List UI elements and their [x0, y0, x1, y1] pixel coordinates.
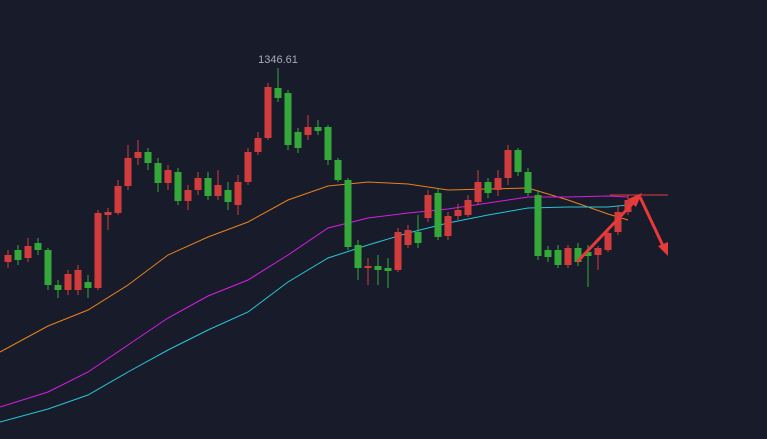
candle-body [334, 160, 342, 180]
candle-body [204, 178, 212, 196]
arrow-head [628, 193, 642, 207]
candle-body [374, 266, 382, 270]
candle-body [84, 282, 92, 288]
candle-body [404, 230, 412, 245]
candle-body [614, 212, 622, 232]
candle-body [294, 132, 302, 148]
moving-average-line [0, 195, 629, 408]
candle-body [464, 200, 472, 215]
candle-body [74, 270, 82, 290]
candle-body [504, 150, 512, 178]
candle-body [244, 152, 252, 182]
candle-body [234, 182, 242, 205]
candle-body [164, 170, 172, 183]
candle-body [624, 200, 632, 212]
candle-body [24, 246, 32, 258]
candle-body [4, 255, 12, 262]
candle-body [94, 213, 102, 288]
candle-body [324, 127, 332, 160]
candle-body [534, 195, 542, 256]
annotation-drawing [575, 193, 668, 264]
candle-body [394, 232, 402, 270]
candle-body [384, 268, 392, 271]
candle-body [184, 190, 192, 201]
candle-body [434, 193, 442, 237]
candle-body [584, 252, 592, 256]
candle-body [444, 216, 452, 236]
plot-area [0, 67, 632, 423]
peak-label: 1346.61 [258, 54, 298, 66]
candle-body [64, 274, 72, 290]
candle-body [174, 172, 182, 201]
candle-body [424, 195, 432, 218]
candle-body [44, 250, 52, 285]
candle-body [314, 127, 322, 131]
candle-body [34, 243, 42, 250]
candle-body [594, 248, 602, 255]
candle-body [144, 152, 152, 163]
candle-body [194, 178, 202, 190]
arrow-down [638, 196, 666, 249]
candle-body [454, 210, 462, 216]
candle-body [414, 232, 422, 243]
moving-average-line [0, 181, 629, 353]
candle-body [14, 250, 22, 260]
candle-body [544, 250, 552, 257]
candle-body [554, 250, 562, 265]
candle-body [274, 88, 282, 98]
candle-body [284, 93, 292, 145]
arrow-head [658, 242, 668, 256]
candle-body [564, 248, 572, 265]
candle-body [474, 182, 482, 202]
candle-body [304, 127, 312, 135]
candle-body [214, 185, 222, 196]
candle-body [364, 266, 372, 268]
candle-body [254, 138, 262, 152]
candle-body [54, 285, 62, 290]
candle-body [604, 233, 612, 250]
candle-body [104, 212, 112, 215]
candle-body [354, 245, 362, 268]
candle-body [154, 163, 162, 183]
candle-body [494, 178, 502, 190]
candle-body [344, 180, 352, 247]
candle-body [514, 150, 522, 172]
candle-body [264, 87, 272, 138]
candle-body [114, 186, 122, 213]
candle-body [524, 172, 532, 193]
candle-body [574, 248, 582, 262]
candle-body [124, 158, 132, 186]
candle-body [224, 190, 232, 202]
candle-body [484, 182, 492, 193]
candle-body [134, 152, 142, 158]
arrow-up [575, 198, 638, 264]
